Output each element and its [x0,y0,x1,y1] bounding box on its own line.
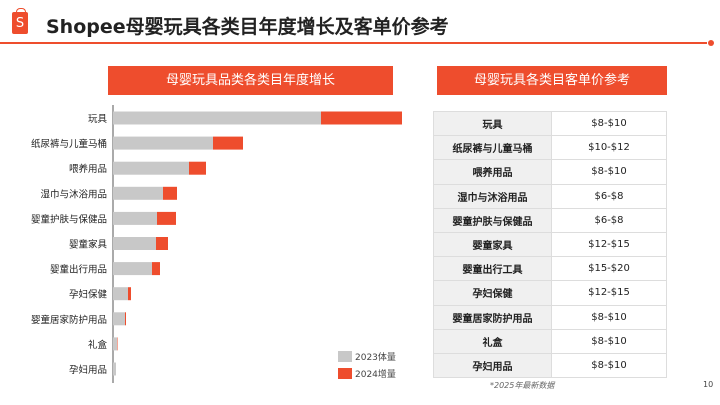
category-label: 婴童出行用品 [50,264,107,276]
bar-2023 [113,287,128,301]
category-label: 玩具 [88,114,108,125]
category-cell: 喂养用品 [433,159,552,185]
bar-2024 [125,312,126,326]
category-cell: 婴童家具 [433,231,552,258]
category-cell: 礼盒 [433,328,552,354]
legend-label: 2024增量 [355,368,396,380]
bar-2024 [189,161,206,175]
table-row: 纸尿裤与儿童马桶 $10-$12 [433,135,667,161]
category-label: 孕妇用品 [69,364,107,376]
price-table: 玩具 $8-$10 纸尿裤与儿童马桶 $10-$12 喂养用品 $8-$10 湿巾与沐浴用品… [433,110,667,379]
bar-2024 [152,262,160,276]
divider [0,42,707,44]
category-cell: 婴童居家防护用品 [433,304,552,330]
shopee-logo: S [12,8,28,34]
category-label: 礼盒 [88,339,108,351]
table-row: 孕妇用品 $8-$10 [433,352,667,379]
bar-2023 [113,337,117,351]
table-row: 湿巾与沐浴用品 $6-$8 [433,183,667,209]
bar-2024 [128,287,131,301]
category-cell: 孕妇保健 [433,280,552,306]
bar-2023 [113,312,125,326]
category-cell: 孕妇用品 [433,352,552,379]
table-row: 礼盒 $8-$10 [433,328,667,354]
price-cell: $12-$15 [551,280,667,306]
price-cell: $6-$8 [551,207,667,233]
right-panel-title: 母婴玩具各类目客单价参考 [437,66,667,95]
price-cell: $8-$10 [551,328,667,354]
category-label: 纸尿裤与儿童马桶 [31,138,107,150]
category-label: 婴童家具 [69,239,108,251]
price-cell: $12-$15 [551,231,667,258]
left-panel-title: 母婴玩具品类各类目年度增长 [108,66,393,95]
table-row: 玩具 $8-$10 [433,110,667,137]
bar-2023 [113,262,152,276]
bar-2023 [113,362,116,376]
bar-2023 [113,186,163,200]
category-cell: 婴童护肤与保健品 [433,207,552,233]
price-cell: $8-$10 [551,110,667,137]
page-number: 10 [703,380,714,389]
price-cell: $10-$12 [551,135,667,161]
bar-2024 [157,211,176,225]
bar-2024 [156,237,168,250]
table-row: 孕妇保健 $12-$15 [433,280,667,306]
category-label: 婴童护肤与保健品 [31,213,107,225]
legend-label: 2023体量 [355,351,396,363]
category-label: 喂养用品 [69,163,107,175]
table-row: 婴童护肤与保健品 $6-$8 [433,207,667,233]
divider-dot [708,40,714,46]
footnote: *2025年最新数据 [490,381,555,390]
table-row: 喂养用品 $8-$10 [433,159,667,185]
legend-swatch [338,351,352,362]
table-row: 婴童出行工具 $15-$20 [433,256,667,282]
bar-2023 [113,111,321,125]
category-label: 孕妇保健 [69,289,108,301]
category-label: 婴童居家防护用品 [31,314,107,326]
bar-2024 [321,111,402,125]
bar-2023 [113,161,189,175]
price-cell: $8-$10 [551,304,667,330]
bar-2024 [213,136,243,150]
table-row: 婴童居家防护用品 $8-$10 [433,304,667,330]
category-cell: 纸尿裤与儿童马桶 [433,135,552,161]
page-title: Shopee母婴玩具各类目年度增长及客单价参考 [46,16,449,38]
growth-bar-chart: 玩具纸尿裤与儿童马桶喂养用品湿巾与沐浴用品婴童护肤与保健品婴童家具婴童出行用品孕… [31,105,402,383]
price-cell: $8-$10 [551,159,667,185]
bar-2023 [113,237,156,250]
bar-2024 [117,337,118,351]
price-cell: $8-$10 [551,352,667,379]
bar-2023 [113,136,213,150]
bar-2024 [163,186,177,200]
legend-swatch [338,368,352,379]
category-cell: 婴童出行工具 [433,256,552,282]
category-label: 湿巾与沐浴用品 [40,188,107,200]
category-cell: 玩具 [433,110,552,137]
bar-2023 [113,211,157,225]
price-cell: $6-$8 [551,183,667,209]
table-row: 婴童家具 $12-$15 [433,231,667,258]
category-cell: 湿巾与沐浴用品 [433,183,552,209]
price-cell: $15-$20 [551,256,667,282]
